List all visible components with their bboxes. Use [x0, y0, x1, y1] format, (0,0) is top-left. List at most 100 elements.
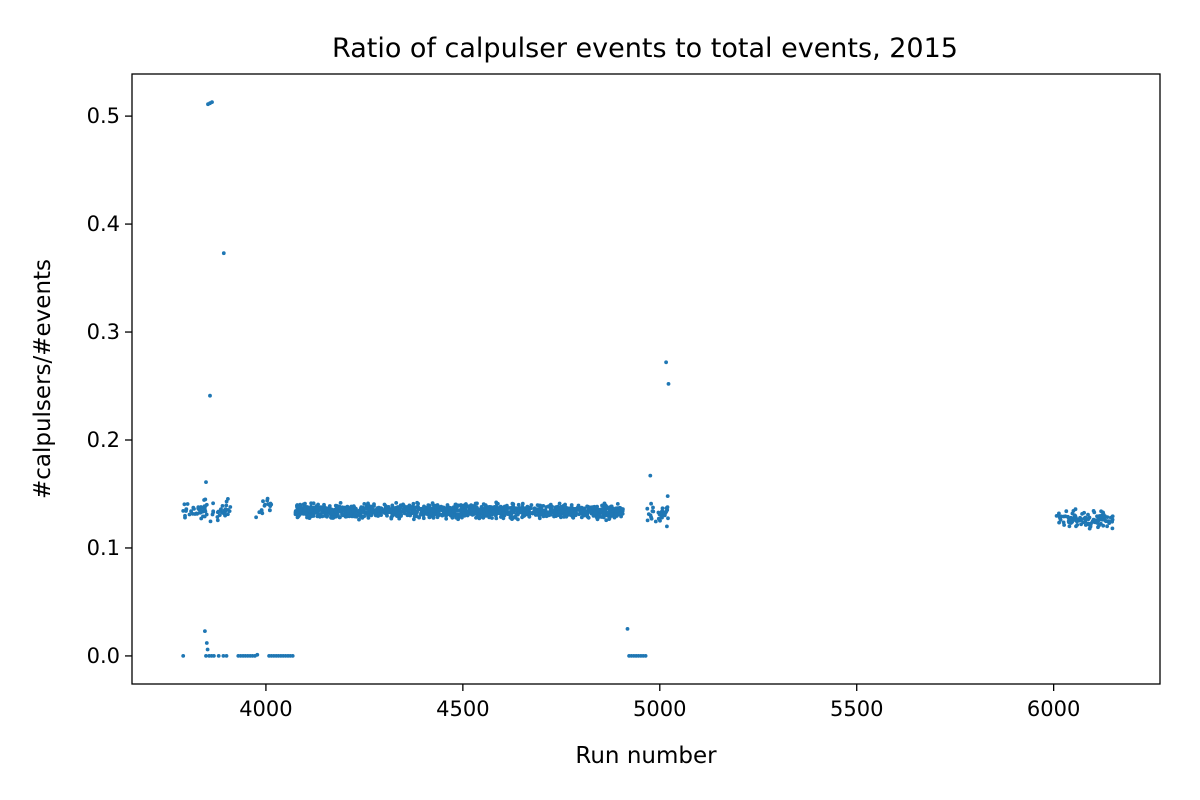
data-point [311, 505, 316, 510]
data-point [665, 524, 669, 529]
data-point [460, 515, 464, 520]
data-point [346, 509, 350, 513]
data-point [204, 480, 208, 484]
data-point [541, 514, 546, 519]
data-point [1108, 515, 1113, 520]
data-point [494, 516, 499, 521]
data-point [362, 514, 367, 519]
data-point [516, 507, 520, 512]
data-point [224, 503, 229, 508]
data-point [504, 508, 509, 513]
data-point [477, 514, 481, 519]
data-point [1086, 517, 1091, 522]
data-point [305, 515, 309, 520]
data-point [514, 512, 519, 517]
data-point [224, 499, 229, 504]
data-point [338, 501, 343, 505]
data-point [1100, 517, 1105, 522]
data-point [660, 506, 665, 511]
data-point [198, 509, 203, 513]
data-point [378, 507, 383, 511]
data-point [204, 512, 209, 517]
data-point [221, 654, 226, 658]
data-point [401, 507, 406, 512]
data-point [254, 515, 258, 520]
data-point [389, 516, 394, 521]
data-point [204, 654, 208, 658]
data-point [590, 505, 595, 510]
data-point [353, 511, 358, 516]
data-point [417, 515, 421, 520]
data-point [181, 654, 186, 658]
data-point [422, 506, 426, 510]
data-point [615, 502, 620, 506]
data-point [1079, 522, 1083, 527]
data-point [529, 503, 534, 507]
data-point [334, 506, 339, 511]
data-point [602, 511, 606, 515]
data-point [428, 512, 433, 516]
data-point [1082, 516, 1087, 521]
data-point [552, 514, 556, 519]
data-point [1076, 518, 1081, 523]
data-point [1097, 523, 1101, 528]
data-point [451, 506, 455, 510]
data-point [532, 508, 537, 513]
data-point [422, 511, 426, 515]
data-point [569, 503, 574, 507]
data-point [260, 511, 265, 516]
data-point [501, 516, 506, 521]
data-point [602, 502, 607, 507]
data-point [509, 513, 513, 517]
data-point [394, 501, 399, 505]
data-point [366, 513, 370, 518]
data-point [192, 507, 196, 511]
data-point [509, 505, 514, 510]
data-point [316, 502, 320, 507]
data-point [557, 510, 561, 514]
data-point [535, 503, 540, 507]
data-point [536, 508, 541, 513]
data-point [390, 503, 395, 508]
data-point [379, 513, 383, 517]
data-point [595, 508, 600, 512]
data-point [183, 513, 187, 518]
data-point [1088, 524, 1093, 529]
data-point [577, 512, 581, 517]
data-point [399, 514, 403, 518]
data-point [203, 629, 207, 633]
data-point [216, 654, 221, 658]
data-point [540, 511, 545, 516]
data-point [1100, 515, 1105, 519]
data-point [645, 518, 650, 523]
data-point [427, 509, 431, 513]
data-point [189, 509, 194, 514]
data-point [200, 505, 204, 510]
y-tick-label: 0.4 [87, 212, 120, 236]
data-point [559, 505, 563, 510]
data-point [481, 502, 486, 506]
data-point [462, 511, 467, 516]
data-point [1099, 509, 1103, 514]
data-point [550, 508, 555, 513]
data-point [455, 504, 460, 509]
data-point [497, 510, 502, 515]
data-point [1105, 524, 1109, 529]
data-point [614, 513, 619, 517]
data-point [604, 518, 609, 523]
data-point [475, 501, 479, 506]
data-point [573, 511, 577, 515]
data-point [349, 504, 354, 509]
data-point [557, 501, 562, 506]
data-point [304, 505, 309, 509]
data-point [407, 503, 412, 508]
data-point [583, 509, 588, 514]
data-point [620, 507, 624, 511]
data-point [548, 511, 553, 516]
data-point [187, 512, 192, 517]
data-point [604, 504, 609, 509]
data-point [319, 507, 324, 512]
data-point [1063, 514, 1068, 519]
data-point [220, 504, 225, 508]
